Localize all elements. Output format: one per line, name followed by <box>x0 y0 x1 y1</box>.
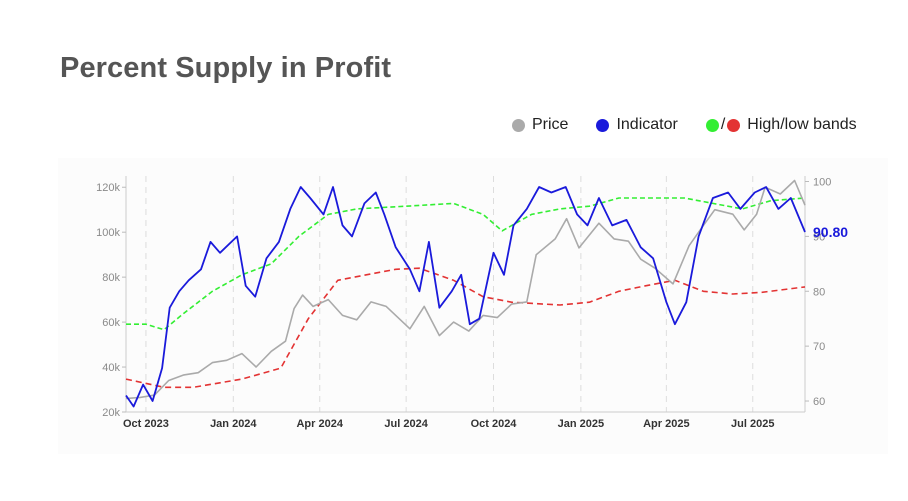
legend-bands-label: High/low bands <box>747 116 857 133</box>
y-left-tick-label: 80k <box>102 272 120 284</box>
x-tick-label: Apr 2025 <box>643 418 689 430</box>
legend-low-band-dot <box>727 118 741 132</box>
x-tick-label: Jul 2024 <box>384 418 428 430</box>
series-line-low-band <box>125 267 806 389</box>
y-left-tick-label: 40k <box>102 362 120 374</box>
legend-item-price[interactable]: Price <box>512 116 568 134</box>
y-right-tick-label: 60 <box>813 396 825 408</box>
y-right-tick-label: 70 <box>813 341 825 353</box>
x-tick-label: Oct 2024 <box>471 418 518 430</box>
legend-item-bands[interactable]: / High/low bands <box>705 116 857 134</box>
y-left-tick-label: 100k <box>96 227 120 239</box>
chart-legend: Price Indicator / High/low bands <box>512 116 857 134</box>
y-left-tick-label: 20k <box>102 407 120 419</box>
legend-high-band-dot <box>705 118 719 132</box>
legend-price-label: Price <box>532 116 569 133</box>
legend-item-indicator[interactable]: Indicator <box>596 116 678 134</box>
x-tick-label: Apr 2024 <box>296 418 343 430</box>
x-tick-label: Jan 2025 <box>558 418 604 430</box>
x-tick-label: Jul 2025 <box>731 418 774 430</box>
x-tick-label: Oct 2023 <box>123 418 169 430</box>
series-line-indicator <box>125 186 806 408</box>
x-tick-label: Jan 2024 <box>210 418 257 430</box>
y-right-tick-label: 90 <box>813 231 825 243</box>
y-right-tick-label: 100 <box>813 176 831 188</box>
y-left-tick-label: 120k <box>96 182 120 194</box>
y-right-tick-label: 80 <box>813 286 825 298</box>
series-line-price <box>125 179 806 400</box>
series-line-high-band <box>126 197 806 331</box>
legend-indicator-label: Indicator <box>616 116 678 133</box>
y-left-tick-label: 60k <box>102 317 120 329</box>
legend-indicator-dot <box>596 118 610 132</box>
legend-bands-slash: / <box>720 116 726 133</box>
page-title: Percent Supply in Profit <box>60 52 392 84</box>
chart-panel <box>58 158 888 454</box>
legend-price-dot <box>512 118 525 132</box>
indicator-last-value: 90.80 <box>813 224 848 240</box>
